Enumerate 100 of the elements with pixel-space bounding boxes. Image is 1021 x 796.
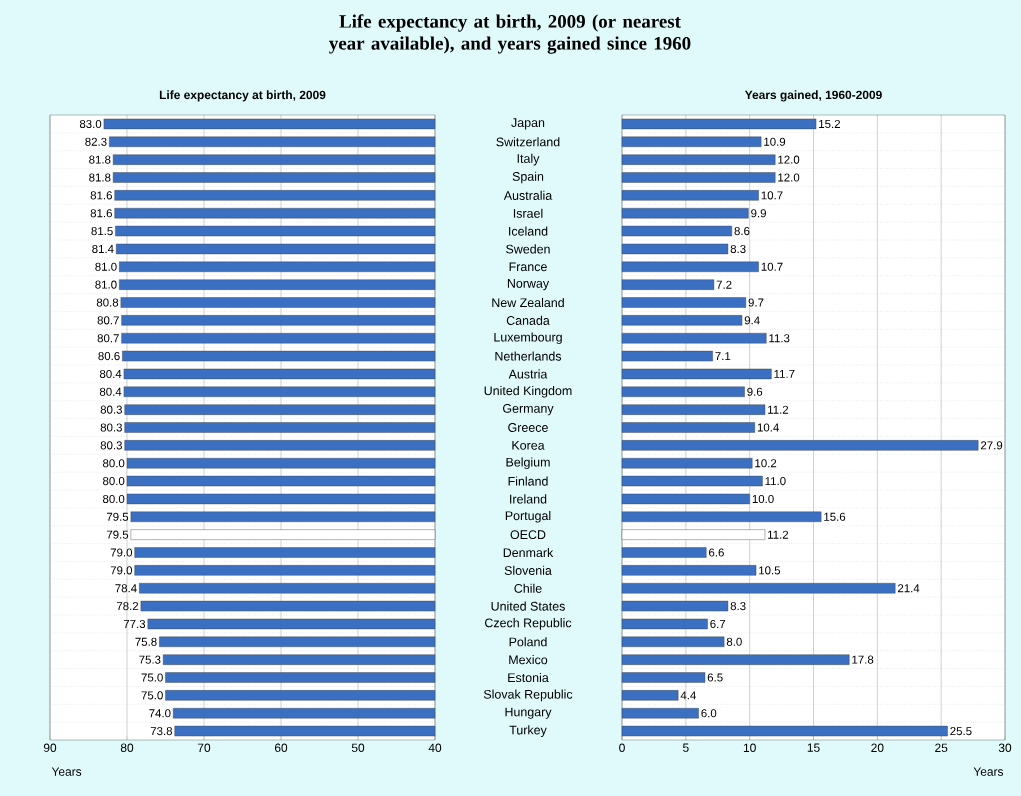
data-label: 80.8	[96, 298, 119, 307]
data-label: 12.0	[778, 155, 800, 164]
y-tick-label: Israel	[513, 208, 543, 218]
data-label: 11.7	[774, 370, 795, 378]
data-label: 12.0	[778, 173, 800, 182]
data-label: 10.2	[755, 459, 777, 468]
data-label: 17.8	[852, 655, 874, 664]
data-label: 7.2	[716, 280, 732, 289]
y-tick-label: Slovak Republic	[483, 689, 573, 702]
y-tick-label: Switzerland	[496, 137, 560, 147]
data-label: 9.9	[751, 209, 766, 218]
data-label: 11.3	[769, 334, 790, 343]
data-label: 81.0	[95, 280, 117, 289]
data-label: 6.5	[707, 673, 723, 682]
data-label: 21.4	[897, 584, 920, 593]
y-tick-label: United Kingdom	[484, 385, 572, 398]
data-label: 80.4	[99, 387, 122, 396]
data-label: 75.8	[135, 637, 157, 646]
y-tick-label: Sweden	[506, 244, 550, 254]
y-tick-label: Belgium	[506, 457, 550, 470]
y-tick-label: Ireland	[510, 494, 547, 504]
y-tick-label: Czech Republic	[485, 618, 572, 630]
data-label: 79.5	[106, 512, 129, 521]
data-label: 75.0	[141, 673, 163, 682]
x-axis-title: Years	[973, 767, 1004, 776]
data-label: 81.4	[92, 244, 114, 253]
y-tick-label: Finland	[508, 476, 548, 486]
y-tick-label: Korea	[512, 441, 545, 450]
x-tick-label: 10	[743, 743, 756, 752]
data-label: 8.3	[730, 244, 746, 253]
data-label: 75.3	[139, 655, 161, 664]
x-tick-label: 25	[935, 743, 948, 752]
data-label: 7.1	[715, 352, 731, 361]
data-label: 27.9	[980, 441, 1003, 450]
x-tick-label: 50	[351, 743, 365, 752]
data-label: 80.4	[99, 369, 122, 378]
data-label: 10.9	[764, 137, 786, 146]
data-label: 9.4	[744, 316, 760, 325]
x-tick-label: 90	[43, 743, 57, 752]
y-tick-label: Luxembourg	[494, 332, 562, 345]
x-tick-label: 0	[619, 743, 625, 752]
data-label: 80.0	[103, 459, 125, 468]
x-tick-label: 30	[998, 743, 1012, 752]
data-label: 6.7	[710, 619, 726, 628]
data-label: 81.6	[90, 191, 112, 200]
data-label: 8.6	[734, 227, 750, 236]
data-label: 80.7	[97, 316, 119, 325]
data-label: 81.0	[95, 262, 117, 271]
data-label: 79.5	[106, 530, 129, 539]
text: Life expectancy at birth, 2009 (or nearest year available), and years gained since 1960	[329, 14, 691, 54]
y-tick-label: United States	[491, 601, 565, 611]
y-tick-label: Mexico	[509, 655, 548, 665]
y-tick-label: Germany	[503, 404, 554, 416]
y-tick-label: Italy	[517, 153, 540, 166]
data-label: 75.0	[141, 691, 163, 700]
data-label: 80.0	[103, 477, 125, 486]
data-label: 80.3	[100, 423, 122, 432]
y-tick-label: Chile	[514, 583, 542, 593]
data-label: 8.0	[726, 637, 742, 646]
y-tick-label: Turkey	[509, 725, 547, 737]
data-label: 11.2	[768, 405, 789, 414]
data-label: 11.0	[765, 477, 786, 486]
y-tick-label: Poland	[509, 637, 547, 647]
y-tick-label: Norway	[507, 279, 550, 291]
data-label: 80.0	[103, 494, 125, 503]
data-label: 80.6	[98, 352, 120, 361]
data-label: 81.8	[89, 155, 111, 164]
data-label: 15.6	[824, 512, 846, 521]
data-label: 78.2	[116, 602, 139, 611]
y-tick-label: Denmark	[503, 547, 554, 558]
data-label: 11.2	[768, 530, 789, 539]
data-label: 10.4	[757, 423, 779, 432]
y-tick-label: Slovenia	[504, 565, 552, 575]
data-label: 8.3	[730, 602, 746, 611]
data-label: 10.7	[761, 262, 783, 271]
data-label: 9.6	[747, 387, 763, 396]
y-tick-label: Austria	[508, 369, 548, 379]
y-tick-label: Portugal	[505, 510, 551, 523]
y-tick-label: France	[509, 262, 547, 272]
y-tick-label: Australia	[503, 190, 553, 200]
y-tick-label: New Zealand	[492, 297, 564, 308]
x-axis-title: Years	[51, 767, 82, 776]
data-label: 82.3	[85, 137, 107, 146]
y-tick-label: Iceland	[509, 226, 548, 236]
data-label: 77.3	[123, 619, 146, 628]
data-label: 6.0	[701, 709, 717, 718]
chart-title: Years gained, 1960-2009	[744, 90, 882, 102]
data-label: 9.7	[748, 298, 764, 307]
x-tick-label: 5	[683, 743, 689, 752]
x-tick-label: 70	[197, 743, 211, 752]
data-label: 6.6	[709, 548, 724, 557]
y-tick-label: Hungary	[505, 707, 552, 719]
x-tick-label: 20	[871, 743, 884, 752]
data-label: 80.3	[100, 441, 122, 450]
data-label: 83.0	[79, 119, 102, 128]
data-label: 79.0	[110, 566, 133, 575]
y-tick-label: Estonia	[508, 672, 549, 683]
x-tick-label: 15	[807, 743, 820, 752]
data-label: 81.6	[90, 209, 112, 218]
data-label: 15.2	[819, 119, 840, 128]
